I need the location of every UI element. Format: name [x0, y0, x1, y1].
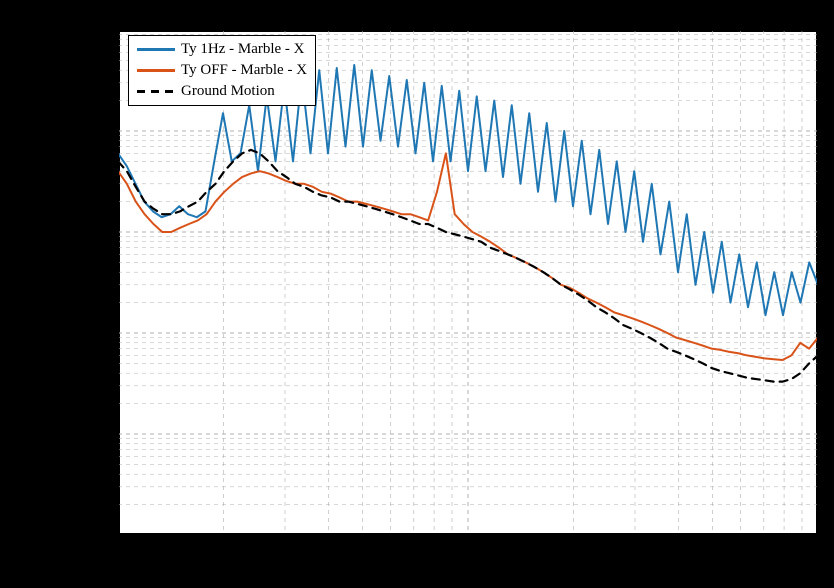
chart-container: Ty 1Hz - Marble - X Ty OFF - Marble - X …	[0, 0, 834, 588]
legend-swatch-ground	[137, 90, 175, 93]
legend-label-ground: Ground Motion	[181, 81, 275, 102]
legend-label-tyoff: Ty OFF - Marble - X	[181, 60, 307, 81]
legend-label-ty1hz: Ty 1Hz - Marble - X	[181, 39, 305, 60]
legend-swatch-ty1hz	[137, 48, 175, 51]
legend: Ty 1Hz - Marble - X Ty OFF - Marble - X …	[128, 35, 316, 106]
legend-row-ground: Ground Motion	[137, 81, 307, 102]
legend-row-tyoff: Ty OFF - Marble - X	[137, 60, 307, 81]
legend-swatch-tyoff	[137, 69, 175, 72]
legend-row-ty1hz: Ty 1Hz - Marble - X	[137, 39, 307, 60]
